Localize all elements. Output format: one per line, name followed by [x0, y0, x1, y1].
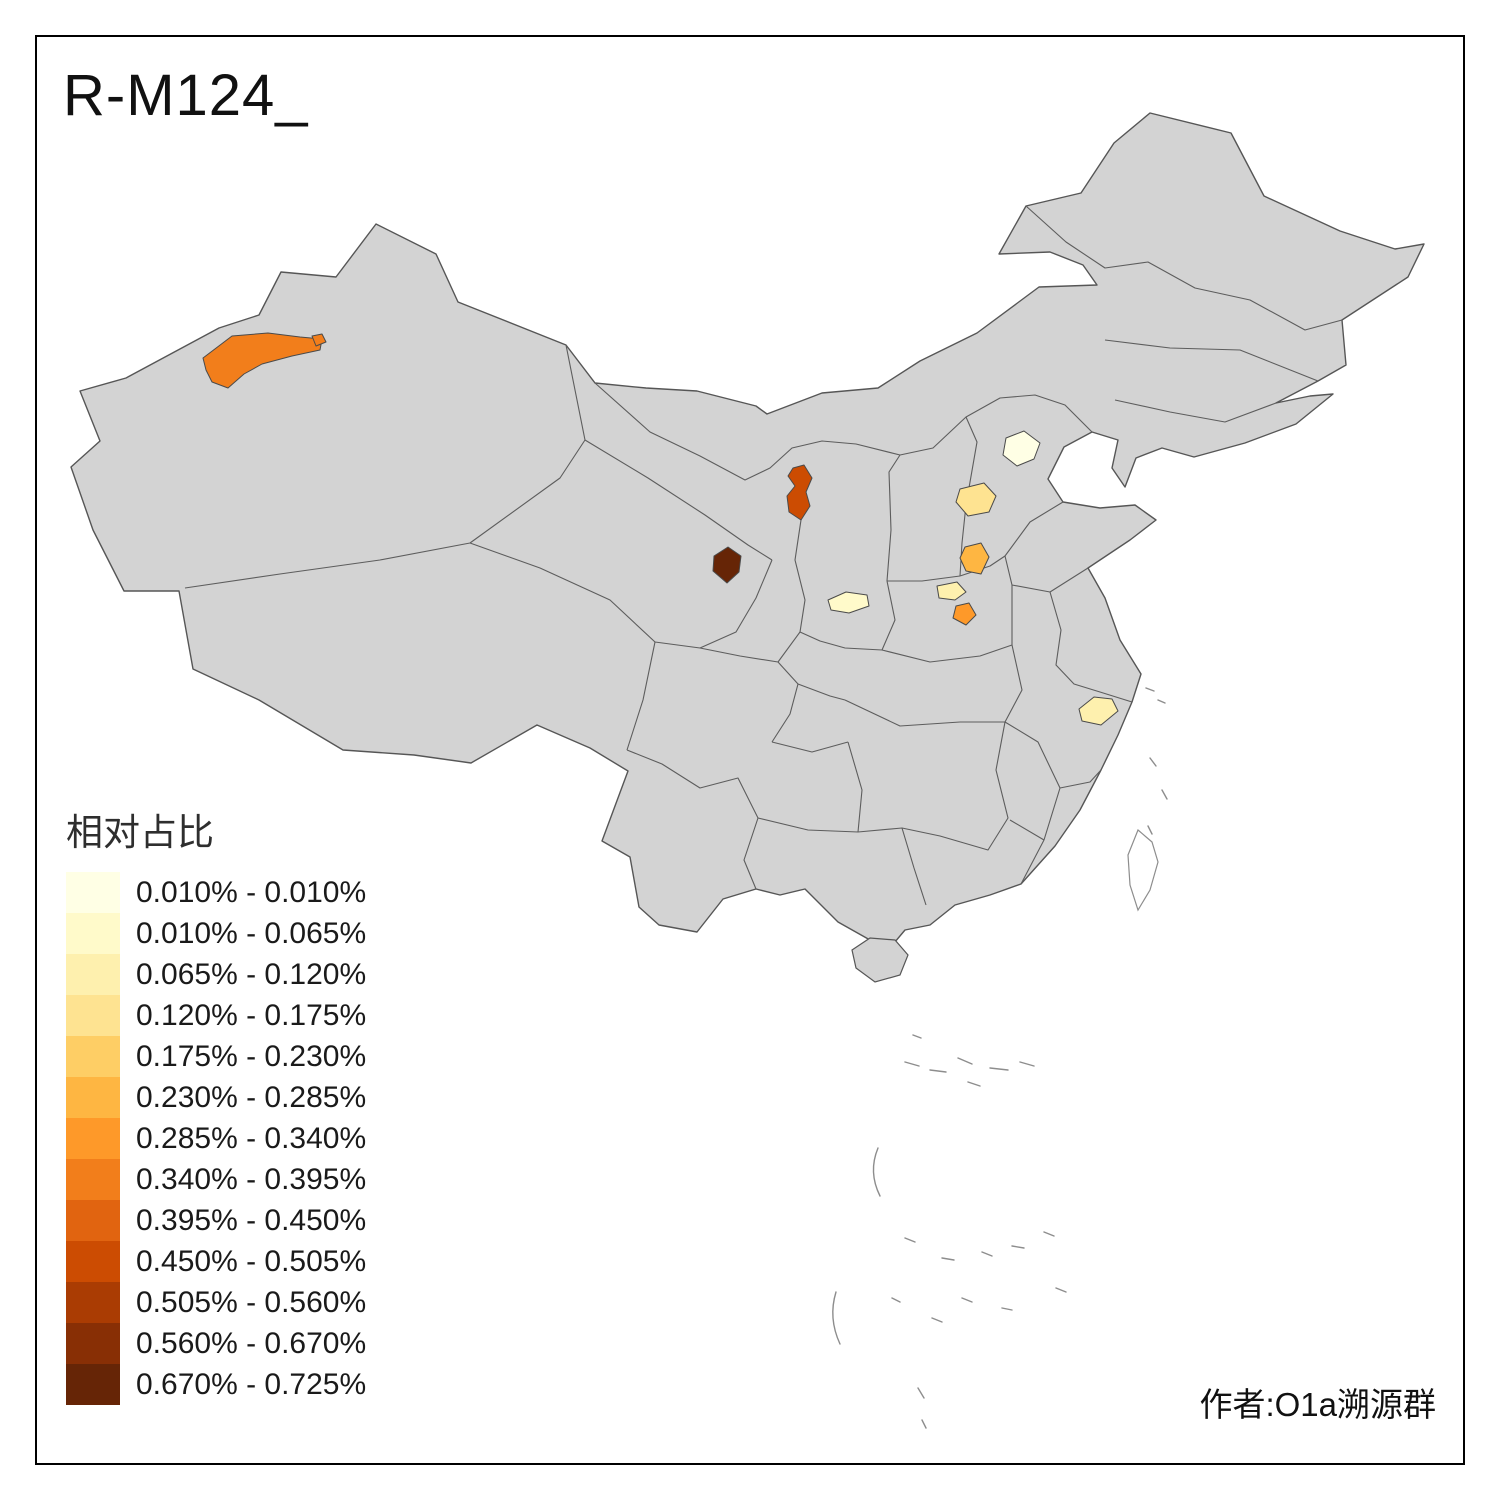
legend-item: 0.010% - 0.065%	[66, 913, 366, 954]
legend-swatch	[66, 1364, 120, 1405]
hainan-island	[851, 937, 909, 983]
legend-swatch	[66, 1077, 120, 1118]
map-region-highlight	[786, 464, 813, 521]
taiwan-island	[1127, 828, 1159, 912]
legend-item: 0.505% - 0.560%	[66, 1282, 366, 1323]
map-region-highlight	[202, 332, 323, 389]
legend-swatch	[66, 954, 120, 995]
legend-item: 0.230% - 0.285%	[66, 1077, 366, 1118]
legend-item: 0.450% - 0.505%	[66, 1241, 366, 1282]
legend-swatch	[66, 1282, 120, 1323]
legend-item: 0.065% - 0.120%	[66, 954, 366, 995]
legend-label: 0.340% - 0.395%	[136, 1162, 367, 1196]
frame-border	[35, 35, 1465, 1465]
map-region-highlight	[959, 542, 990, 575]
province-borders	[184, 205, 1343, 906]
legend-label: 0.395% - 0.450%	[136, 1203, 367, 1237]
map-region-highlight	[952, 602, 977, 626]
legend-item: 0.340% - 0.395%	[66, 1159, 366, 1200]
legend: 相对占比 0.010% - 0.010% 0.010% - 0.065% 0.0…	[66, 802, 366, 1405]
legend-item: 0.395% - 0.450%	[66, 1200, 366, 1241]
legend-label: 0.010% - 0.010%	[136, 875, 367, 909]
legend-item: 0.175% - 0.230%	[66, 1036, 366, 1077]
map-region-highlight	[311, 333, 327, 347]
highlighted-regions	[202, 332, 1119, 726]
legend-label: 0.285% - 0.340%	[136, 1121, 367, 1155]
legend-label: 0.450% - 0.505%	[136, 1244, 367, 1278]
legend-swatch	[66, 1200, 120, 1241]
sea-islands	[832, 687, 1168, 1429]
legend-label: 0.670% - 0.725%	[136, 1367, 367, 1401]
legend-item: 0.560% - 0.670%	[66, 1323, 366, 1364]
map-region-highlight	[1078, 696, 1119, 726]
legend-label: 0.230% - 0.285%	[136, 1080, 367, 1114]
legend-label: 0.010% - 0.065%	[136, 916, 367, 950]
legend-swatch	[66, 913, 120, 954]
legend-swatch	[66, 1159, 120, 1200]
legend-label: 0.560% - 0.670%	[136, 1326, 367, 1360]
map-region-highlight	[1002, 430, 1041, 467]
legend-label: 0.505% - 0.560%	[136, 1285, 367, 1319]
map-region-highlight	[955, 482, 997, 517]
legend-item: 0.670% - 0.725%	[66, 1364, 366, 1405]
legend-item: 0.010% - 0.010%	[66, 872, 366, 913]
legend-swatch	[66, 1241, 120, 1282]
map-region-highlight	[936, 581, 967, 601]
legend-label: 0.065% - 0.120%	[136, 957, 367, 991]
map-region-highlight	[712, 546, 742, 584]
legend-swatch	[66, 995, 120, 1036]
legend-title: 相对占比	[66, 812, 214, 853]
legend-swatch	[66, 1118, 120, 1159]
legend-swatch	[66, 1036, 120, 1077]
legend-item: 0.285% - 0.340%	[66, 1118, 366, 1159]
legend-swatch	[66, 1323, 120, 1364]
map-region-highlight	[827, 591, 870, 614]
legend-swatch	[66, 872, 120, 913]
mainland-outline	[70, 112, 1425, 956]
legend-item: 0.120% - 0.175%	[66, 995, 366, 1036]
page-title: R-M124_	[63, 63, 309, 128]
legend-label: 0.120% - 0.175%	[136, 998, 367, 1032]
attribution-text: 作者:O1a溯源群	[1199, 1386, 1436, 1423]
legend-label: 0.175% - 0.230%	[136, 1039, 367, 1073]
